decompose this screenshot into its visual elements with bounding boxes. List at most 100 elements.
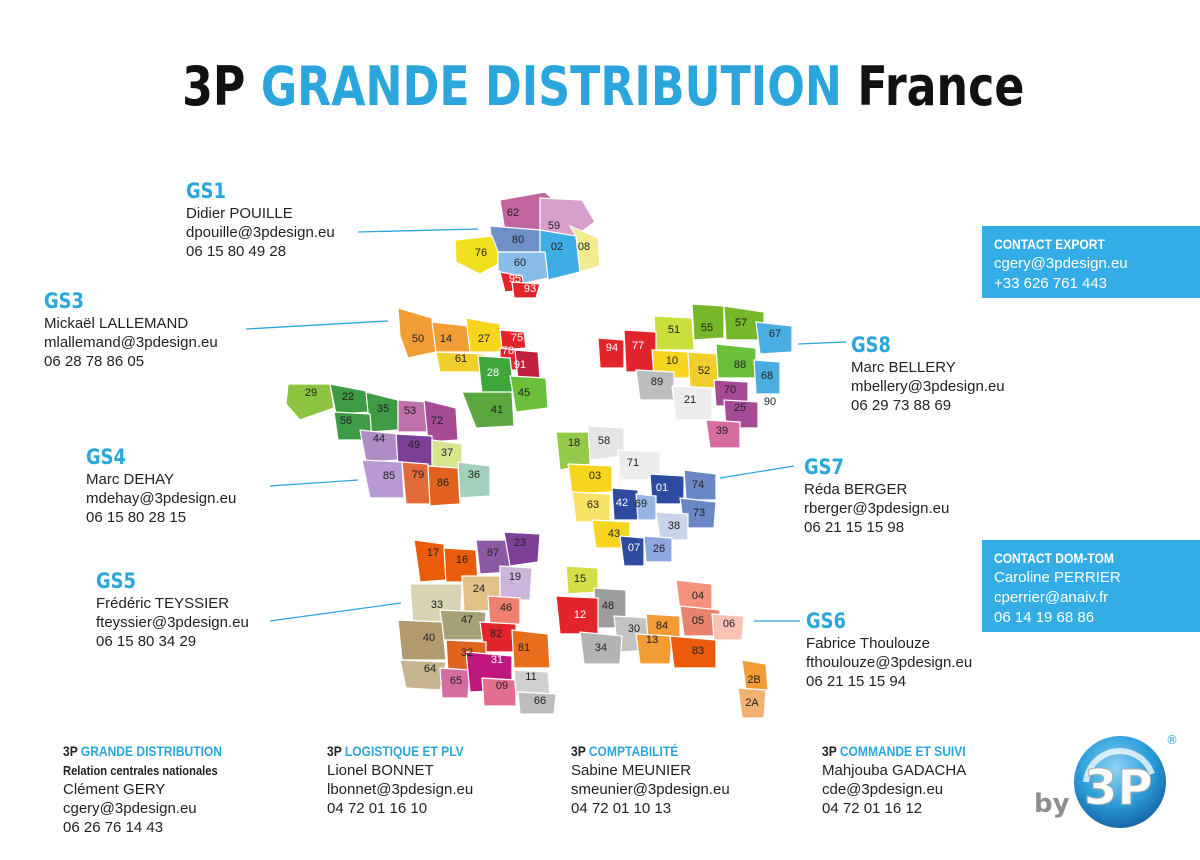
region-contact-phone: 06 21 15 15 98: [804, 519, 905, 536]
region-contact-name: Marc DEHAY: [86, 471, 175, 488]
department-label-84: 84: [656, 620, 668, 632]
footer-contact-name: Sabine MEUNIER: [571, 762, 692, 779]
region-gs1-shape: [454, 191, 601, 299]
department-label-09: 09: [496, 680, 508, 692]
footer-contact-email[interactable]: cgery@3pdesign.eu: [63, 800, 197, 817]
department-label-55: 55: [701, 322, 713, 334]
department-label-78: 78: [502, 345, 514, 357]
footer-contact-phone: 06 26 76 14 43: [63, 819, 164, 836]
contact-export-email[interactable]: cgery@3pdesign.eu: [994, 255, 1128, 272]
department-label-43: 43: [608, 528, 620, 540]
region-contact-email[interactable]: dpouille@3pdesign.eu: [186, 224, 335, 241]
department-label-72: 72: [431, 415, 443, 427]
department-label-34: 34: [595, 642, 607, 654]
logo-registered: ®: [1166, 733, 1178, 747]
footer-heading: 3P LOGISTIQUE ET PLV: [327, 742, 464, 761]
department-label-88: 88: [734, 359, 746, 371]
department-label-07: 07: [628, 542, 640, 554]
region-contact-email[interactable]: fteyssier@3pdesign.eu: [96, 614, 249, 631]
department-label-91: 91: [514, 359, 526, 371]
department-label-46: 46: [500, 602, 512, 614]
region-code: GS7: [804, 455, 844, 479]
department-label-2B: 2B: [747, 674, 760, 686]
department-label-13: 13: [646, 634, 658, 646]
department-label-66: 66: [534, 695, 546, 707]
department-label-29: 29: [305, 387, 317, 399]
footer-heading: 3P COMPTABILITÉ: [571, 742, 707, 761]
region-gs3: GS3 Mickaël LALLEMAND mlallemand@3pdesig…: [44, 288, 218, 371]
department-label-22: 22: [342, 391, 354, 403]
footer-contact-name: Lionel BONNET: [327, 762, 434, 779]
department-label-30: 30: [628, 623, 640, 635]
department-label-05: 05: [692, 615, 704, 627]
region-contact-phone: 06 15 80 49 28: [186, 243, 287, 260]
department-label-48: 48: [602, 600, 614, 612]
department-label-86: 86: [437, 477, 449, 489]
leader-line-gs7: [719, 465, 795, 479]
footer-commande: 3P COMMANDE ET SUIVI Mahjouba GADACHA cd…: [822, 742, 989, 818]
footer-contact-email[interactable]: smeunier@3pdesign.eu: [571, 781, 730, 798]
footer-contact-email[interactable]: lbonnet@3pdesign.eu: [327, 781, 474, 798]
region-gs3-shape: [397, 307, 549, 429]
footer-comptabilite: 3P COMPTABILITÉ Sabine MEUNIER smeunier@…: [571, 742, 730, 818]
department-label-90: 90: [764, 396, 776, 408]
footer-contact-phone: 04 72 01 16 10: [327, 800, 428, 817]
department-label-37: 37: [441, 447, 453, 459]
region-gs8-shape: [597, 303, 793, 449]
region-contact-email[interactable]: mbellery@3pdesign.eu: [851, 378, 1005, 395]
department-label-50: 50: [412, 333, 424, 345]
department-label-67: 67: [769, 328, 781, 340]
department-label-23: 23: [514, 537, 526, 549]
region-contact-name: Marc BELLERY: [851, 359, 956, 376]
contact-domtom-email[interactable]: cperrier@anaiv.fr: [994, 589, 1109, 606]
region-contact-email[interactable]: rberger@3pdesign.eu: [804, 500, 950, 517]
department-label-14: 14: [440, 333, 452, 345]
department-label-53: 53: [404, 405, 416, 417]
region-gs6-shape: [555, 565, 769, 719]
footer-contact-name: Clément GERY: [63, 781, 166, 798]
region-code: GS5: [96, 569, 136, 593]
title-part-3p: 3P: [182, 55, 246, 118]
department-label-70: 70: [724, 384, 736, 396]
department-label-38: 38: [668, 520, 680, 532]
department-label-94: 94: [606, 342, 618, 354]
leader-line-gs1: [357, 228, 479, 233]
department-label-62: 62: [507, 207, 519, 219]
department-label-42: 42: [616, 497, 628, 509]
department-label-56: 56: [340, 415, 352, 427]
contact-export-phone: +33 626 761 443: [994, 275, 1108, 292]
department-label-82: 82: [490, 628, 502, 640]
department-label-71: 71: [627, 457, 639, 469]
region-contact-email[interactable]: mlallemand@3pdesign.eu: [44, 334, 218, 351]
department-label-85: 85: [383, 470, 395, 482]
by-3p-logo: by 3P ®: [1034, 733, 1178, 828]
department-label-27: 27: [478, 333, 490, 345]
region-gs8: GS8 Marc BELLERY mbellery@3pdesign.eu 06…: [851, 332, 1005, 415]
department-label-21: 21: [684, 394, 696, 406]
region-gs1: GS1 Didier POUILLE dpouille@3pdesign.eu …: [186, 178, 335, 261]
department-label-25: 25: [734, 402, 746, 414]
department-label-73: 73: [693, 507, 705, 519]
department-label-57: 57: [735, 317, 747, 329]
department-label-63: 63: [587, 499, 599, 511]
region-contact-email[interactable]: fthoulouze@3pdesign.eu: [806, 654, 973, 671]
region-code: GS8: [851, 333, 891, 357]
footer-heading-dept: COMPTABILITÉ: [588, 743, 679, 759]
department-label-32: 32: [461, 647, 473, 659]
footer-contact-email[interactable]: cde@3pdesign.eu: [822, 781, 944, 798]
contact-domtom-box: CONTACT DOM-TOM Caroline PERRIER cperrie…: [982, 540, 1200, 632]
department-label-58: 58: [598, 435, 610, 447]
department-label-11: 11: [525, 671, 536, 683]
department-label-08: 08: [578, 241, 590, 253]
region-contact-email[interactable]: mdehay@3pdesign.eu: [86, 490, 237, 507]
department-label-10: 10: [666, 355, 678, 367]
department-label-80: 80: [512, 234, 524, 246]
footer-contact-phone: 04 72 01 16 12: [822, 800, 923, 817]
region-gs7-shape: [555, 425, 717, 567]
region-contact-name: Didier POUILLE: [186, 205, 293, 222]
footer-heading-dept: GRANDE DISTRIBUTION: [80, 743, 223, 759]
logo-mark: 3P: [1084, 760, 1153, 816]
region-contact-phone: 06 29 73 88 69: [851, 397, 952, 414]
department-label-40: 40: [423, 632, 435, 644]
